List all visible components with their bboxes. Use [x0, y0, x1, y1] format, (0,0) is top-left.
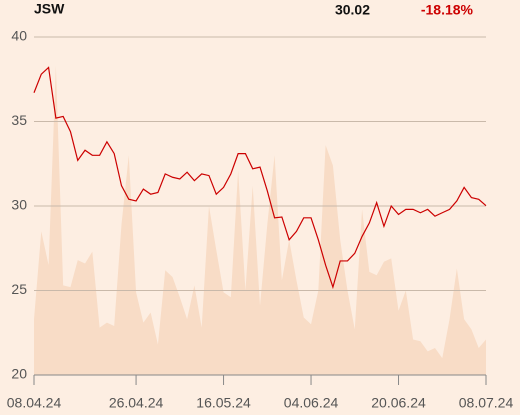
y-tick-label: 30: [11, 197, 27, 213]
y-tick-label: 35: [11, 112, 27, 128]
x-tick-label: 08.07.24: [459, 395, 514, 411]
y-tick-label: 20: [11, 366, 27, 382]
last-price: 30.02: [335, 2, 370, 18]
chart-title: JSW: [34, 1, 65, 17]
x-tick-label: 20.06.24: [371, 395, 426, 411]
x-tick-label: 16.05.24: [196, 395, 251, 411]
y-tick-label: 40: [11, 28, 27, 44]
x-tick-label: 04.06.24: [284, 395, 339, 411]
price-line: [33, 66, 487, 290]
y-tick-label: 25: [11, 281, 27, 297]
volume-area: [34, 65, 486, 375]
x-tick-label: 08.04.24: [7, 395, 62, 411]
x-tick-label: 26.04.24: [109, 395, 164, 411]
price-change: -18.18%: [421, 2, 474, 18]
